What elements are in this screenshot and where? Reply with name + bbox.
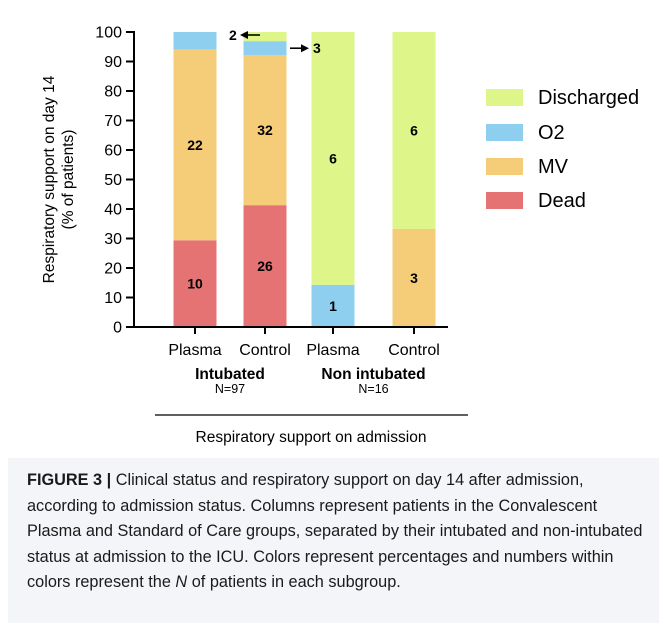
y-tick-label: 100 — [95, 25, 122, 42]
legend-label: Discharged — [538, 87, 639, 109]
legend-swatch-discharged — [486, 89, 523, 106]
group-n-label: N=97 — [215, 382, 245, 396]
annotation-label: 2 — [229, 27, 237, 43]
bar-segment-mv — [173, 49, 217, 241]
caption-label: FIGURE 3 | — [27, 471, 112, 489]
legend-label: O2 — [538, 122, 565, 144]
x-tick-label: Plasma — [168, 342, 221, 359]
bar-segment-dead — [243, 205, 287, 327]
segment-count-label: 6 — [410, 122, 418, 138]
bar-segment-mv — [243, 55, 287, 206]
group-label: Intubated — [195, 366, 265, 383]
bar-segment-discharged — [243, 32, 287, 42]
y-tick-label: 60 — [104, 143, 122, 160]
segment-count-label: 6 — [329, 150, 337, 166]
group-label: Non intubated — [321, 366, 425, 383]
segment-count-label: 22 — [187, 137, 203, 153]
bar-segment-o2 — [311, 284, 355, 327]
x-tick-label: Control — [239, 342, 291, 359]
bar-segment-o2 — [173, 32, 217, 50]
stacked-bar-chart: 01020304050607080901001022Plasma2632Cont… — [41, 25, 639, 447]
y-axis-title: Respiratory support on day 14 — [41, 75, 58, 283]
y-tick-label: 50 — [104, 172, 122, 189]
y-tick-label: 90 — [104, 54, 122, 71]
legend-label: Dead — [538, 190, 586, 212]
segment-count-label: 26 — [257, 258, 273, 274]
y-tick-label: 10 — [104, 290, 122, 307]
segment-count-label: 32 — [257, 122, 273, 138]
bar-segment-dead — [173, 240, 217, 327]
y-tick-label: 80 — [104, 84, 122, 101]
bar-segment-o2 — [243, 41, 287, 56]
y-tick-label: 0 — [113, 320, 122, 337]
segment-count-label: 1 — [329, 298, 337, 314]
annotation-arrow-head — [301, 44, 309, 53]
x-tick-label: Plasma — [306, 342, 359, 359]
group-n-label: N=16 — [358, 382, 388, 396]
bar-segment-discharged — [311, 32, 355, 285]
annotation-arrow-head — [240, 31, 248, 39]
caption-lead: Clinical status and respiratory support … — [27, 471, 643, 591]
y-tick-label: 40 — [104, 202, 122, 219]
bar-segment-mv — [392, 228, 436, 327]
legend-label: MV — [538, 156, 569, 178]
legend-swatch-o2 — [486, 124, 523, 141]
figure-caption: FIGURE 3 | Clinical status and respirato… — [27, 468, 643, 596]
y-tick-label: 20 — [104, 261, 122, 278]
annotation-label: 3 — [313, 40, 321, 56]
legend-swatch-mv — [486, 158, 523, 175]
caption-italic: N — [175, 573, 188, 591]
x-tick-label: Control — [388, 342, 440, 359]
bar-segment-discharged — [392, 32, 436, 229]
figure-panel: 0 10 20 30 40 50 60 70 80 90 100 10 22 Plasma 26 32 Cont… — [8, 6, 659, 623]
segment-count-label: 3 — [410, 270, 418, 286]
x-axis-title: Respiratory support on admission — [196, 429, 427, 446]
caption-tail: of patients in each subgroup. — [187, 573, 401, 591]
legend-swatch-dead — [486, 192, 523, 209]
y-tick-label: 70 — [104, 113, 122, 130]
segment-count-label: 10 — [187, 276, 203, 292]
y-tick-label: 30 — [104, 231, 122, 248]
y-axis-title-unit: (% of patients) — [60, 130, 77, 230]
